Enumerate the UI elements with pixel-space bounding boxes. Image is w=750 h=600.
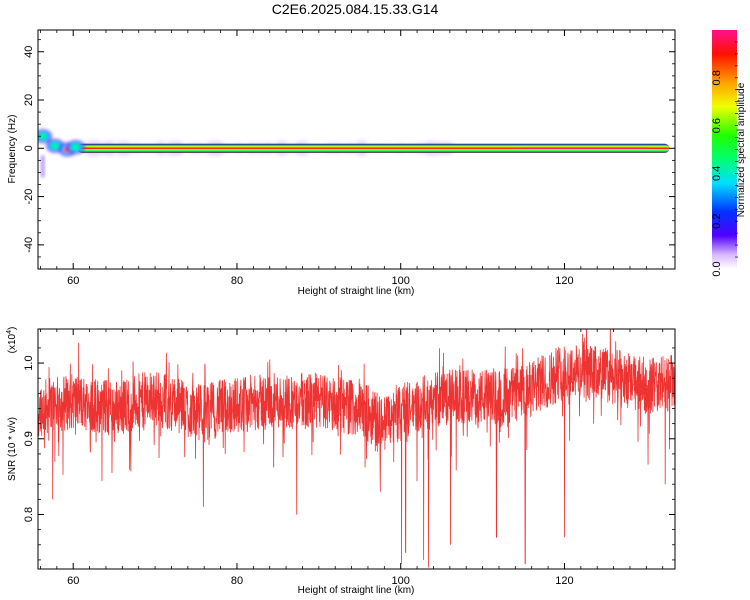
page-title: C2E6.2025.084.15.33.G14 (271, 1, 439, 17)
ridge-peak (523, 147, 647, 149)
spectrogram-x-tick-label: 60 (67, 275, 79, 287)
spectrogram-frame (37, 29, 676, 270)
snr-x-tick-label: 60 (67, 575, 79, 587)
spectrogram-y-tick-label: 20 (23, 94, 35, 106)
snr-panel: 60 80 100 120 1.0 0.9 0.8 Height of straight l… (6, 327, 676, 596)
colorbar-tick-label: 0.8 (711, 70, 723, 85)
blob-core (39, 133, 47, 140)
spectrogram-y-tick-label: 0 (23, 145, 35, 151)
early-blobs (38, 129, 85, 157)
spectrogram-x-tick-label: 100 (392, 275, 410, 287)
spectrogram-y-tick-label: -40 (23, 237, 35, 253)
colorbar: 0.0 0.2 0.4 0.6 0.8 Normalized spectral ampl… (711, 30, 747, 277)
snr-y-tick-label: 0.8 (23, 507, 35, 522)
snr-x-axis-label: Height of straight line (km) (298, 585, 415, 596)
ridge-band (77, 147, 670, 149)
snr-series-line (38, 329, 675, 568)
spectrogram-y-axis-label: Frequency (Hz) (7, 115, 18, 184)
colorbar-label: Normalized spectral amplitude (736, 82, 747, 217)
colorbar-tick-label: 0.4 (711, 166, 723, 181)
snr-x-tick-label: 100 (392, 575, 410, 587)
snr-y-tick-label: 1.0 (23, 355, 35, 370)
snr-x-tick-label: 120 (555, 575, 573, 587)
colorbar-gradient (712, 30, 737, 269)
spectrogram-x-tick-label: 80 (231, 275, 243, 287)
spectrogram-y-tick-label: 40 (23, 46, 35, 58)
colorbar-tick-label: 0.0 (711, 261, 723, 276)
blob-core (71, 144, 80, 151)
snr-scale-note: (x104) (6, 327, 18, 354)
snr-x-tick-label: 80 (231, 575, 243, 587)
colorbar-tick-label: 0.2 (711, 214, 723, 229)
colorbar-tick-label: 0.6 (711, 118, 723, 133)
spectrogram-panel: 60 80 100 120 40 20 0 -20 -40 Height of straight… (7, 29, 676, 297)
snr-frame (37, 328, 676, 570)
snr-y-tick-label: 0.9 (23, 431, 35, 446)
spectrogram-y-tick-label: -20 (23, 189, 35, 205)
snr-y-axis-label: SNR (10 * v/v) (7, 417, 18, 481)
blob-tail (41, 155, 45, 178)
spectrogram-x-axis-label: Height of straight line (km) (298, 286, 415, 297)
blob-core (51, 142, 59, 149)
spectrogram-x-tick-label: 120 (555, 275, 573, 287)
